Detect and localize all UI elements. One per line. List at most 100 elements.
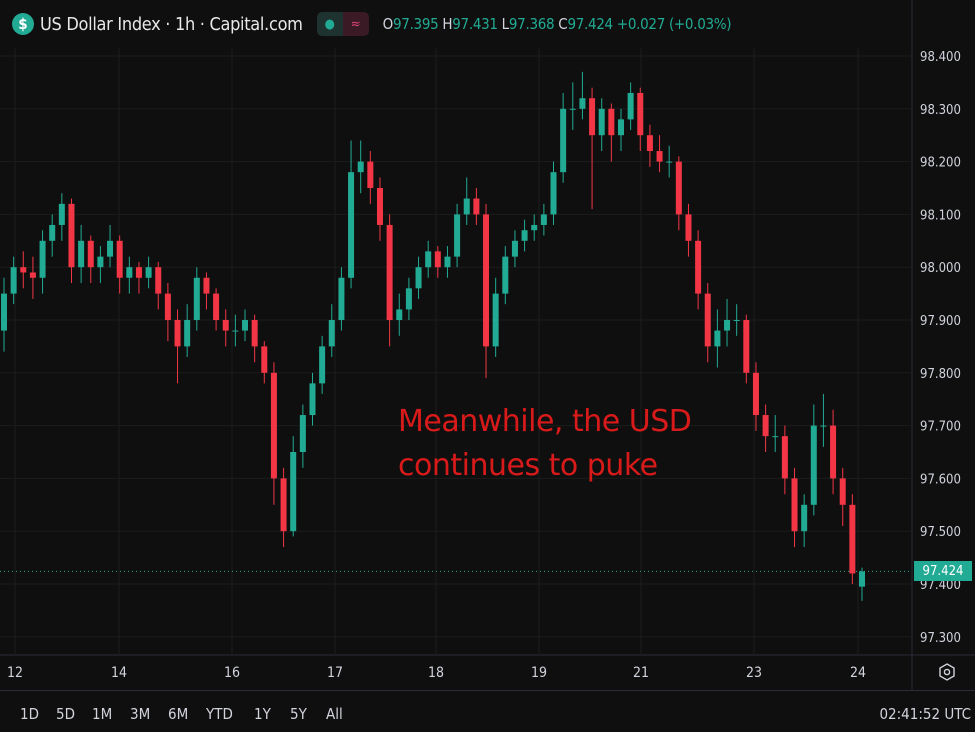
range-button-1m[interactable]: 1M [92, 705, 113, 723]
range-button-all[interactable]: All [326, 705, 343, 723]
candle-body [820, 425, 827, 427]
range-button-1y[interactable]: 1Y [254, 705, 271, 723]
candle-body [550, 172, 557, 215]
candle-body [598, 108, 605, 136]
candle-body [261, 346, 268, 373]
candle-body [752, 372, 759, 416]
candle-body [521, 230, 528, 241]
candle-body [155, 267, 162, 294]
candle-body [733, 320, 740, 321]
candle-body [656, 151, 663, 162]
candle-body [309, 383, 316, 416]
x-tick-label: 17 [327, 665, 343, 681]
candle-body [743, 320, 750, 373]
candle-body [405, 288, 412, 310]
range-button-5d[interactable]: 5D [56, 705, 75, 723]
candle-body [290, 452, 297, 532]
candle-body [78, 240, 85, 268]
range-button-5y[interactable]: 5Y [290, 705, 307, 723]
candle-body [87, 240, 94, 268]
candle-body [569, 108, 576, 110]
candle-body [348, 172, 355, 278]
candle-body [299, 415, 306, 452]
x-tick-label: 14 [111, 665, 127, 681]
candle-body [473, 198, 480, 215]
open-value: 97.395 [393, 15, 439, 33]
ohlc-readout: O97.395 H97.431 L97.368 C97.424 +0.027 (… [382, 15, 732, 33]
candle-body [589, 98, 596, 136]
close-value: 97.424 [567, 15, 613, 33]
candle-body [376, 188, 383, 225]
candle-body [68, 203, 75, 268]
candle-body [242, 320, 249, 331]
y-tick-label: 97.600 [920, 472, 961, 487]
candle-body [675, 161, 682, 215]
candle-body [97, 256, 104, 268]
candle-body [772, 436, 779, 438]
candle-body [839, 478, 846, 505]
price-chart[interactable]: 98.400 98.300 98.200 98.100 98.000 97.900 97.8… [0, 0, 975, 690]
candle-body [425, 251, 432, 268]
y-tick-label: 98.200 [920, 156, 961, 171]
candle-body [58, 203, 65, 225]
y-tick-label: 98.100 [920, 208, 961, 223]
candle-body [859, 571, 865, 587]
candle-body [10, 267, 17, 294]
dollar-logo-icon: $ [12, 13, 34, 35]
y-tick-label: 97.300 [920, 631, 961, 646]
candle-body [724, 320, 731, 331]
candle-body [232, 330, 239, 332]
chart-header: $ US Dollar Index · 1h · Capital.com ● ≈… [0, 0, 975, 48]
candle-body [145, 267, 152, 278]
candle-body [193, 277, 200, 320]
candle-body [135, 267, 142, 278]
candle-body [830, 425, 837, 479]
range-button-3m[interactable]: 3M [130, 705, 151, 723]
current-price-label: 97.424 [914, 561, 972, 581]
candle-body [483, 214, 490, 347]
candle-body [704, 293, 711, 347]
range-button-1d[interactable]: 1D [20, 705, 39, 723]
candle-body [666, 161, 673, 163]
candle-body [367, 161, 374, 188]
high-value: 97.431 [452, 15, 498, 33]
settings-icon[interactable] [938, 663, 956, 681]
candle-body [579, 98, 586, 109]
candle-body [49, 224, 56, 241]
candle-body [1, 293, 7, 331]
candle-body [251, 320, 258, 347]
candle-body [203, 277, 210, 294]
y-tick-label: 98.000 [920, 261, 961, 276]
y-tick-label: 98.300 [920, 103, 961, 118]
candle-body [164, 293, 171, 320]
candle-body [627, 92, 634, 120]
candle-body [714, 330, 721, 347]
symbol-title[interactable]: US Dollar Index · 1h · Capital.com [40, 13, 303, 35]
range-button-6m[interactable]: 6M [168, 705, 189, 723]
candle-body [222, 320, 229, 331]
change-value: +0.027 (+0.03%) [616, 15, 732, 33]
low-value: 97.368 [508, 15, 555, 33]
range-button-ytd[interactable]: YTD [206, 705, 233, 723]
candle-body [107, 240, 114, 257]
candle-body [608, 108, 615, 136]
wave-icon: ≈ [342, 12, 369, 36]
candle-body [617, 119, 624, 136]
candle-body [560, 108, 567, 173]
candle-body [126, 267, 133, 278]
x-tick-label: 18 [428, 665, 444, 681]
annotation-line-1: Meanwhile, the USD [398, 404, 692, 439]
x-tick-label: 21 [633, 665, 649, 681]
status-pill[interactable]: ● ≈ [316, 12, 369, 36]
candle-body [454, 214, 461, 257]
candle-body [396, 309, 403, 320]
bottom-toolbar: 1D 5D 1M 3M 6M YTD 1Y 5Y All 02:41:52 UTC [0, 690, 975, 732]
utc-clock[interactable]: 02:41:52 UTC [879, 705, 971, 723]
y-tick-label: 97.700 [920, 420, 961, 435]
candle-body [184, 320, 191, 347]
candle-body [20, 267, 27, 273]
candle-body [29, 272, 36, 278]
candle-body [762, 415, 769, 437]
annotation-text: Meanwhile, the USD continues to puke [398, 400, 692, 488]
candle-body [280, 478, 287, 532]
